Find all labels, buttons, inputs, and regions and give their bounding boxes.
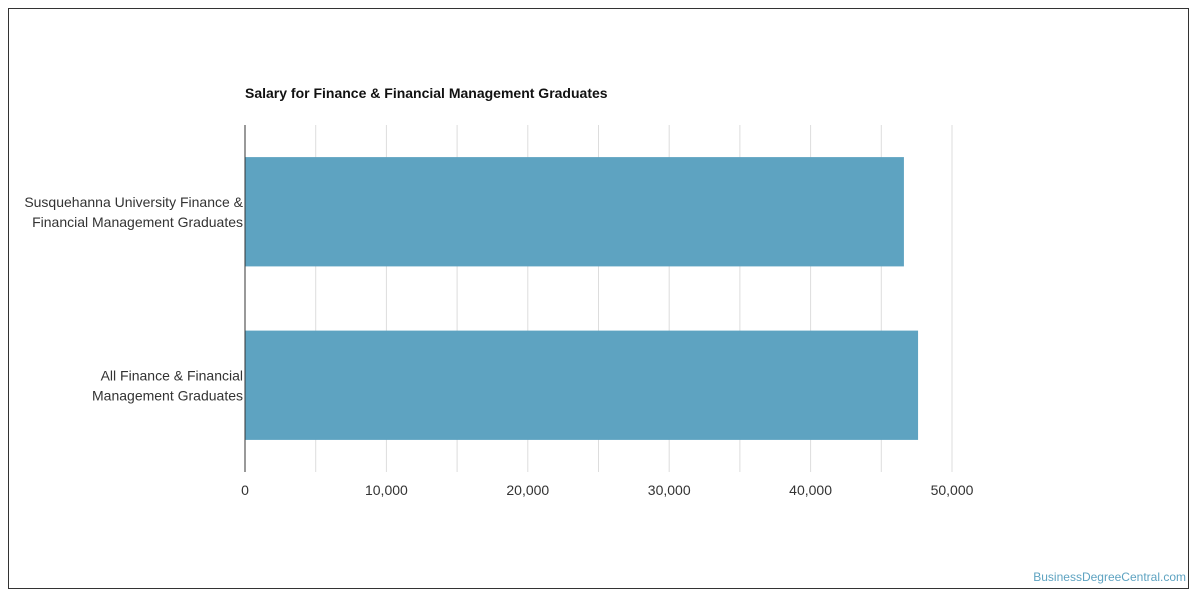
bar[interactable]: [245, 157, 904, 267]
bar[interactable]: [245, 330, 919, 440]
x-tick-label: 30,000: [648, 482, 691, 498]
chart-title: Salary for Finance & Financial Managemen…: [245, 85, 608, 101]
x-tick-label: 20,000: [506, 482, 549, 498]
x-tick-labels: 0 10,000 20,000 30,000 40,000 50,000: [241, 482, 974, 498]
category-labels: Susquehanna University Finance & Financia…: [24, 194, 243, 404]
source-credit[interactable]: BusinessDegreeCentral.com: [1033, 570, 1186, 584]
x-tick-label: 50,000: [931, 482, 974, 498]
x-tick-label: 10,000: [365, 482, 408, 498]
x-tick-label: 40,000: [789, 482, 832, 498]
category-label: Management Graduates: [92, 387, 243, 403]
category-label: Financial Management Graduates: [32, 214, 243, 230]
category-label: Susquehanna University Finance &: [24, 194, 243, 210]
category-label: All Finance & Financial: [101, 367, 243, 383]
x-tick-label: 0: [241, 482, 249, 498]
bars: [245, 157, 919, 440]
